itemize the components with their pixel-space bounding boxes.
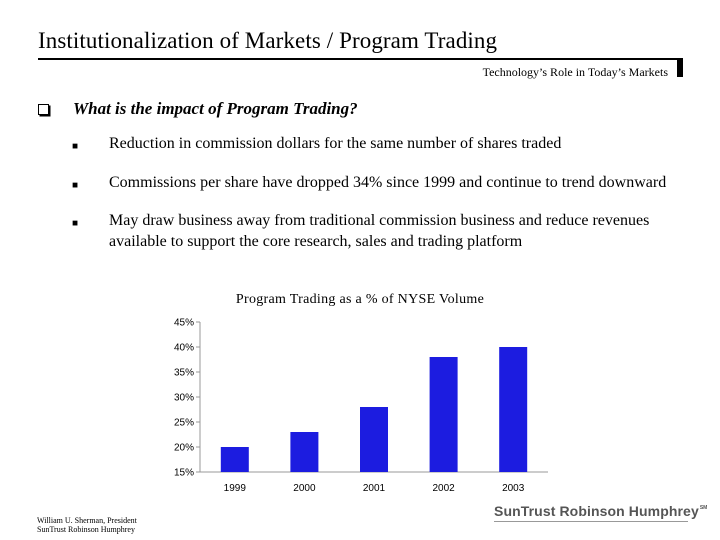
chart-title: Program Trading as a % of NYSE Volume [236,292,484,307]
page-title: Institutionalization of Markets / Progra… [38,28,498,53]
logo-service-mark: SM [699,505,708,511]
bullet-item: ■ May draw business away from traditiona… [72,211,672,252]
square-bullet-icon: ■ [72,179,79,191]
bar-2002 [429,357,458,472]
x-tick-label: 2003 [502,483,525,494]
page-subtitle: Technology’s Role in Today’s Markets [482,65,668,79]
y-tick-label: 30% [174,393,194,404]
question-text: What is the impact of Program Trading? [73,99,358,118]
y-tick-label: 15% [174,468,194,479]
footer-line-1: William U. Sherman, President [37,516,137,525]
y-tick-label: 40% [174,343,194,354]
logo-underline [494,521,688,522]
x-tick-label: 1999 [224,483,247,494]
logo-text: SunTrust Robinson Humphrey [494,503,699,519]
x-tick-label: 2002 [432,483,455,494]
bullet-item: ■ Commissions per share have dropped 34%… [72,173,672,197]
bullet-list: ■ Reduction in commission dollars for th… [72,134,672,267]
bar-2003 [499,347,528,472]
bar-2000 [290,432,319,472]
checkbox-bullet-icon [38,103,49,115]
y-tick-label: 35% [174,368,194,379]
title-divider [38,58,678,60]
bullet-text: Commissions per share have dropped 34% s… [109,173,667,191]
bullet-text: May draw business away from traditional … [109,212,650,250]
y-tick-label: 45% [174,318,194,329]
bullet-item: ■ Reduction in commission dollars for th… [72,134,672,158]
footer-line-2: SunTrust Robinson Humphrey [37,525,135,534]
x-tick-label: 2001 [363,483,386,494]
footer-author: William U. Sherman, President SunTrust R… [37,516,137,534]
bullet-text: Reduction in commission dollars for the … [109,135,562,152]
bar-1999 [220,447,249,472]
y-tick-label: 25% [174,418,194,429]
square-bullet-icon: ■ [72,141,79,152]
x-tick-label: 2000 [293,483,316,494]
title-divider-end [677,58,683,77]
bar-2001 [360,407,388,472]
company-logo: SunTrust Robinson Humphrey SM [494,503,707,519]
y-tick-label: 20% [174,443,194,454]
square-bullet-icon: ■ [72,218,79,229]
question-row: What is the impact of Program Trading? [38,99,358,119]
